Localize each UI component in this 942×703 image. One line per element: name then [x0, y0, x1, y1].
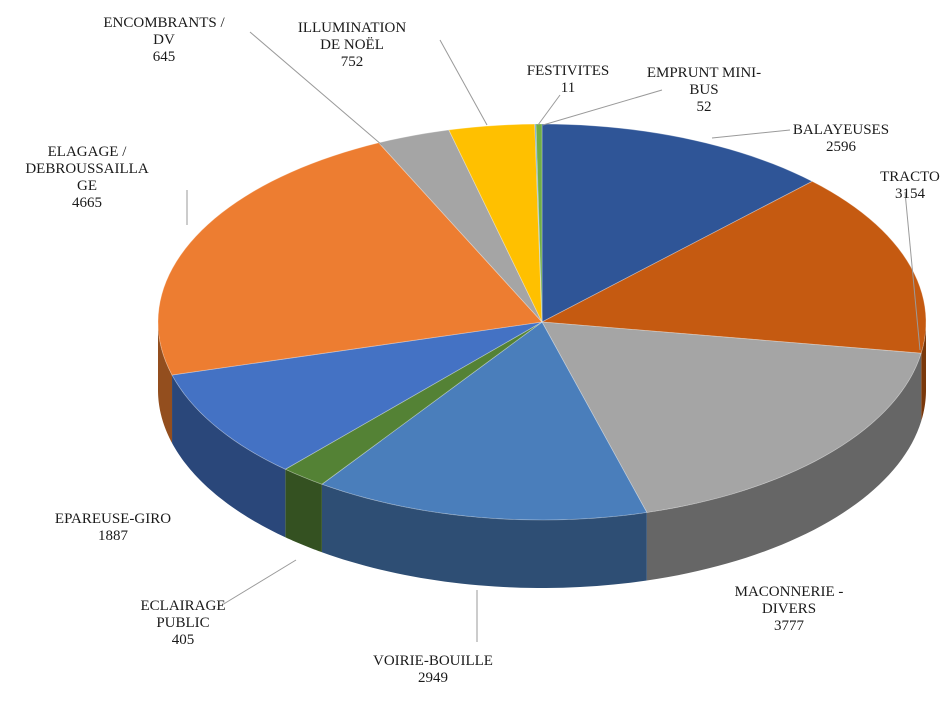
- pie-top-slices: [157, 123, 927, 521]
- slice-value: 3154: [895, 186, 926, 202]
- slice-tracto: [540, 180, 927, 354]
- leader-line-balayeuses: [711, 129, 791, 139]
- slice-label-line: VOIRIE-BOUILLE: [373, 653, 493, 669]
- slice-side-eclairage-public: [285, 469, 322, 553]
- slice-encombrants-dv: [378, 129, 543, 323]
- slice-side-voirie-bouille: [321, 484, 647, 588]
- slice-label-line: GE: [77, 178, 97, 194]
- slice-value: 3777: [774, 618, 805, 634]
- slice-label-line: MACONNERIE -: [735, 584, 844, 600]
- leader-line-tracto: [904, 191, 921, 351]
- leader-line-festivites: [537, 94, 561, 126]
- slice-balayeuses: [541, 123, 814, 323]
- slice-label-line: FESTIVITES: [527, 63, 610, 79]
- slice-label-line: BALAYEUSES: [793, 122, 889, 138]
- slice-label-line: DEBROUSSAILLA: [25, 161, 149, 177]
- slice-label-line: BUS: [689, 82, 718, 98]
- slice-label-line: PUBLIC: [156, 615, 209, 631]
- slice-value: 4665: [72, 195, 102, 211]
- data-label-voirie-bouille: VOIRIE-BOUILLE 2949: [373, 653, 493, 686]
- leader-lines: [186, 31, 921, 642]
- slice-label-line: ELAGAGE /: [48, 144, 128, 160]
- slice-value: 52: [697, 99, 712, 115]
- data-label-encombrants-dv: ENCOMBRANTS / DV 645: [103, 15, 225, 65]
- slice-value: 1887: [98, 528, 129, 544]
- leader-line-illumination-de-noel: [439, 39, 488, 126]
- slice-label-line: TRACTO: [880, 169, 940, 185]
- data-label-epareuse-giro: EPAREUSE-GIRO 1887: [55, 511, 171, 544]
- slice-labels: BALAYEUSES 2596 TRACTO 3154 MACONNERIE -DIVE…: [25, 15, 940, 686]
- slice-side-epareuse-giro: [172, 375, 286, 538]
- slice-maconnerie-divers: [541, 321, 922, 513]
- slice-label-line: DIVERS: [762, 601, 816, 617]
- leader-line-emprunt-mini-bus: [542, 89, 663, 126]
- slice-label-line: ILLUMINATION: [298, 20, 406, 36]
- slice-voirie-bouille: [321, 321, 648, 521]
- data-label-balayeuses: BALAYEUSES 2596: [793, 122, 889, 155]
- pie-sides: [158, 322, 926, 588]
- slice-label-line: DE NOËL: [320, 36, 384, 53]
- data-label-illumination-de-noel: ILLUMINATION DE NOËL 752: [298, 20, 406, 70]
- slice-elagage-debroussailla-ge: [157, 142, 543, 376]
- slice-side-maconnerie-divers: [646, 353, 922, 581]
- slice-label-line: EPAREUSE-GIRO: [55, 511, 171, 527]
- data-label-tracto: TRACTO 3154: [880, 169, 940, 202]
- slice-value: 405: [172, 632, 195, 648]
- slice-value: 752: [341, 54, 364, 70]
- slice-label-line: ENCOMBRANTS /: [103, 15, 225, 31]
- slice-label-line: EMPRUNT MINI-: [647, 65, 761, 81]
- slice-illumination-de-noel: [448, 123, 543, 323]
- slice-side-elagage-debroussailla-ge: [158, 322, 173, 444]
- slice-value: 2596: [826, 139, 857, 155]
- data-label-elagage-debroussailla-ge: ELAGAGE / DEBROUSSAILLA GE 4665: [25, 144, 149, 211]
- leader-line-eclairage-public: [221, 559, 297, 606]
- data-label-emprunt-mini-bus: EMPRUNT MINI-BUS 52: [647, 65, 761, 115]
- slice-label-line: ECLAIRAGE: [141, 598, 226, 614]
- data-label-maconnerie-divers: MACONNERIE -DIVERS 3777: [735, 584, 844, 634]
- slice-epareuse-giro: [171, 321, 543, 470]
- data-label-eclairage-public: ECLAIRAGE PUBLIC 405: [141, 598, 226, 648]
- slice-label-line: DV: [153, 32, 175, 48]
- slice-side-tracto: [921, 322, 926, 422]
- slice-value: 645: [153, 49, 176, 65]
- slice-value: 2949: [418, 670, 448, 686]
- data-label-festivites: FESTIVITES 11: [527, 63, 610, 96]
- leader-line-encombrants-dv: [249, 31, 383, 146]
- slice-value: 11: [561, 80, 575, 96]
